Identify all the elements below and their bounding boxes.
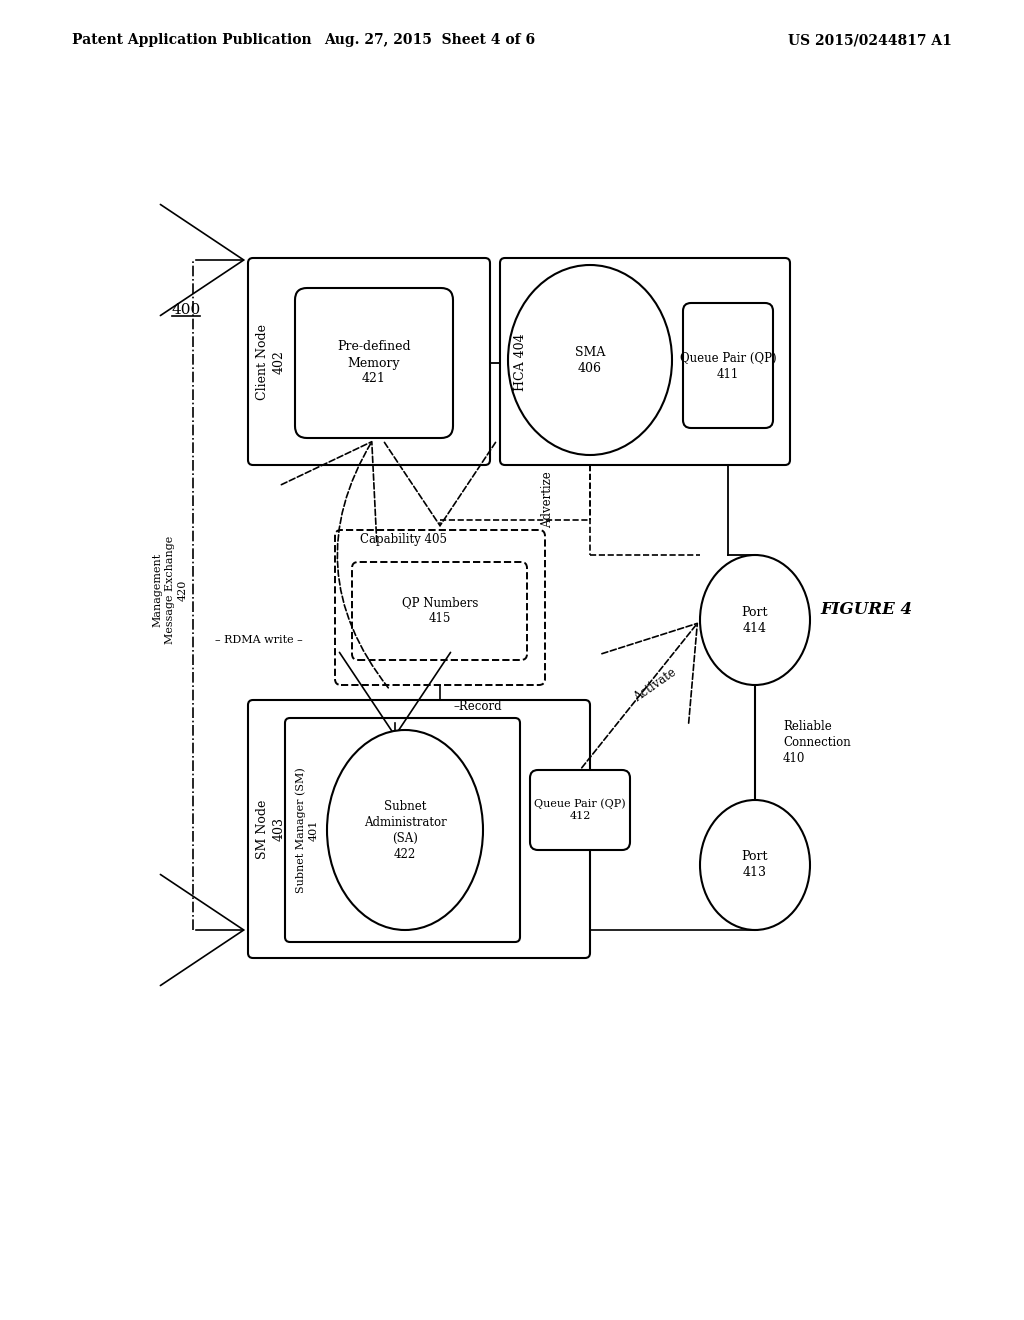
Text: Queue Pair (QP)
412: Queue Pair (QP) 412: [535, 799, 626, 821]
Text: 400: 400: [172, 304, 202, 317]
Text: SM Node
403: SM Node 403: [256, 800, 286, 859]
Text: Port
413: Port 413: [741, 850, 768, 879]
Text: Activate: Activate: [632, 665, 679, 705]
Text: HCA 404: HCA 404: [513, 333, 526, 391]
Text: US 2015/0244817 A1: US 2015/0244817 A1: [788, 33, 952, 48]
FancyBboxPatch shape: [335, 531, 545, 685]
Text: Patent Application Publication: Patent Application Publication: [72, 33, 311, 48]
Text: FIGURE 4: FIGURE 4: [820, 602, 912, 619]
Ellipse shape: [700, 800, 810, 931]
Text: Port
414: Port 414: [741, 606, 768, 635]
Text: Pre-defined
Memory
421: Pre-defined Memory 421: [337, 341, 411, 385]
FancyBboxPatch shape: [352, 562, 527, 660]
Text: Capability 405: Capability 405: [360, 533, 447, 546]
Text: Queue Pair (QP)
411: Queue Pair (QP) 411: [680, 351, 776, 380]
Text: Advertize: Advertize: [542, 471, 555, 528]
Text: Client Node
402: Client Node 402: [256, 323, 286, 400]
FancyBboxPatch shape: [285, 718, 520, 942]
Text: – RDMA write –: – RDMA write –: [215, 635, 303, 645]
FancyBboxPatch shape: [683, 304, 773, 428]
FancyBboxPatch shape: [530, 770, 630, 850]
Text: –Record: –Record: [453, 701, 502, 714]
Text: Subnet
Administrator
(SA)
422: Subnet Administrator (SA) 422: [364, 800, 446, 861]
FancyBboxPatch shape: [500, 257, 790, 465]
FancyBboxPatch shape: [248, 257, 490, 465]
FancyBboxPatch shape: [295, 288, 453, 438]
Text: SMA
406: SMA 406: [574, 346, 605, 375]
Text: Reliable
Connection
410: Reliable Connection 410: [783, 719, 851, 764]
Text: Subnet Manager (SM)
401: Subnet Manager (SM) 401: [296, 767, 318, 892]
Text: Aug. 27, 2015  Sheet 4 of 6: Aug. 27, 2015 Sheet 4 of 6: [325, 33, 536, 48]
Ellipse shape: [700, 554, 810, 685]
Text: QP Numbers
415: QP Numbers 415: [401, 597, 478, 626]
Ellipse shape: [327, 730, 483, 931]
Ellipse shape: [508, 265, 672, 455]
Text: Management
Message Exchange
420: Management Message Exchange 420: [153, 536, 187, 644]
FancyBboxPatch shape: [248, 700, 590, 958]
